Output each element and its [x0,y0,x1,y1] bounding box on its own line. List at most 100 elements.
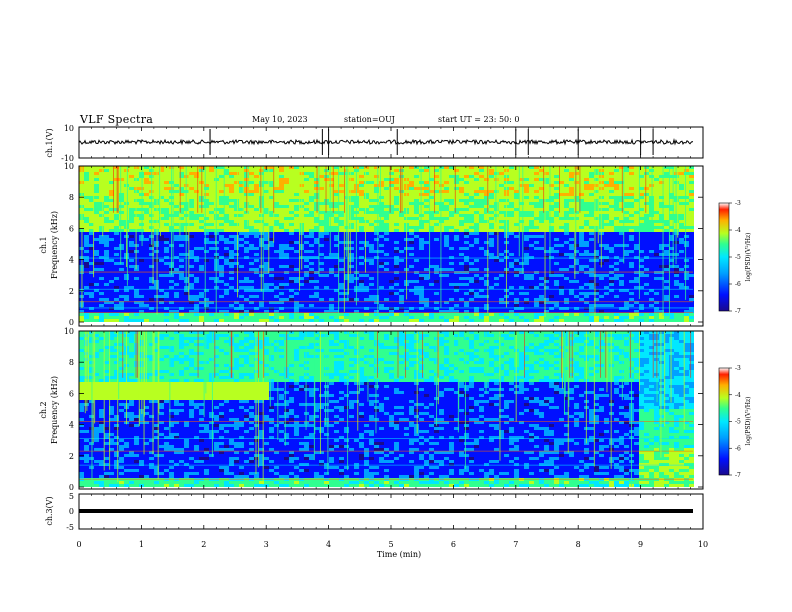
spectrogram-cell [489,250,494,253]
spectrogram-cell [219,310,224,313]
spectrogram-cell [479,175,484,178]
spectrogram-cell [189,268,194,271]
spectrogram-cell [539,202,544,205]
spectrogram-cell [359,301,364,304]
spectrogram-cell [204,289,209,292]
spectrogram-cell [349,166,354,169]
spectrogram-cell [489,253,494,256]
spectrogram-cell [89,298,94,301]
spectrogram-cell [119,193,124,196]
spectrogram-cell [414,202,419,205]
spectrogram-cell [374,316,379,319]
spectrogram-cell [494,256,499,259]
spectrogram-cell [144,166,149,169]
spectrogram-cell [284,226,289,229]
spectrogram-cell [429,247,434,250]
spectrogram-cell [279,196,284,199]
spectrogram-cell [99,226,104,229]
spectrogram-cell [104,232,109,235]
spectrogram-cell [489,241,494,244]
spectrogram-cell [524,169,529,172]
spectrogram-cell [519,298,524,301]
spectrogram-cell [339,319,344,322]
spectrogram-cell [159,172,164,175]
spectrogram-cell [529,223,534,226]
spectrogram-cell [84,166,89,169]
spectrogram-cell [449,259,454,262]
spectrogram-cell [464,277,469,280]
spectrogram-cell [94,289,99,292]
spectrogram-cell [519,208,524,211]
spectrogram-cell [499,262,504,265]
spectrogram-cell [204,208,209,211]
spectrogram-cell [199,295,204,298]
spectrogram-cell [274,271,279,274]
spectrogram-cell [349,307,354,310]
spectrogram-cell [269,166,274,169]
spectrogram-cell [379,307,384,310]
spectrogram-cell [424,220,429,223]
spectrogram-cell [544,262,549,265]
spectrogram-cell [84,214,89,217]
spectrogram-cell [314,289,319,292]
spectrogram-cell [509,268,514,271]
spectrogram-cell [204,295,209,298]
spectrogram-cell [449,268,454,271]
spectrogram-cell [524,232,529,235]
spectrogram-cell [289,223,294,226]
spectrogram-cell [279,226,284,229]
spectrogram-cell [284,307,289,310]
spectrogram-cell [109,301,114,304]
spectrogram-cell [269,277,274,280]
spectrogram-cell [459,184,464,187]
spectrogram-cell [419,298,424,301]
spectrogram-cell [314,295,319,298]
spectrogram-cell [204,292,209,295]
spectrogram-cell [359,166,364,169]
spectrogram-cell [289,301,294,304]
spectrogram-cell [514,298,519,301]
spectrogram-cell [109,187,114,190]
spectrogram-cell [189,175,194,178]
spectrogram-cell [454,271,459,274]
spectrogram-cell [499,304,504,307]
spectrogram-cell [389,253,394,256]
spectrogram-cell [329,226,334,229]
spectrogram-cell [154,232,159,235]
spectrogram-cell [279,262,284,265]
spectrogram-cell [549,208,554,211]
spectrogram-cell [444,166,449,169]
spectrogram-cell [139,313,144,316]
spectrogram-cell [444,229,449,232]
spectrogram-cell [244,238,249,241]
spectrogram-cell [534,301,539,304]
spectrogram-cell [479,238,484,241]
spectrogram-cell [529,247,534,250]
spectrogram-cell [534,271,539,274]
spectrogram-cell [289,169,294,172]
spectrogram-cell [174,304,179,307]
spectrogram-cell [294,298,299,301]
spectrogram-cell [339,184,344,187]
spectrogram-cell [464,223,469,226]
spectrogram-cell [469,199,474,202]
spectrogram-cell [294,307,299,310]
spectrogram-cell [314,181,319,184]
spectrogram-cell [179,205,184,208]
spectrogram-cell [459,247,464,250]
spectrogram-cell [374,250,379,253]
spectrogram-cell [484,211,489,214]
spectrogram-cell [334,199,339,202]
spectrogram-cell [374,169,379,172]
spectrogram-cell [534,298,539,301]
spectrogram-cell [329,280,334,283]
spectrogram-cell [464,217,469,220]
spectrogram-cell [204,250,209,253]
spectrogram-cell [504,319,509,322]
spectrogram-cell [499,247,504,250]
spectrogram-cell [514,181,519,184]
spectrogram-cell [219,217,224,220]
spectrogram-cell [189,265,194,268]
spectrogram-cell [394,277,399,280]
spectrogram-cell [394,316,399,319]
